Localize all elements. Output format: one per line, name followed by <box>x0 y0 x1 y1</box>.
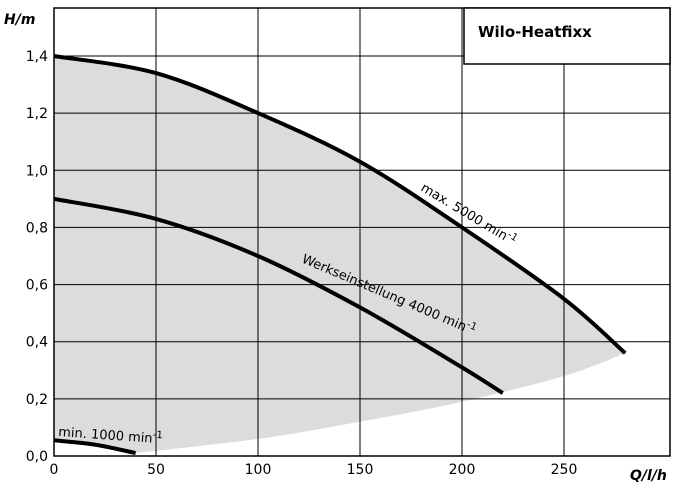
y-tick-label: 0,0 <box>26 449 48 465</box>
max-speed-curve <box>53 54 627 355</box>
y-tick-label: 0,2 <box>26 392 48 408</box>
x-tick-label: 100 <box>245 462 272 478</box>
x-tick-label: 50 <box>147 462 165 478</box>
x-tick-label: 150 <box>347 462 374 478</box>
factory-setting-curve <box>53 196 504 395</box>
y-tick-label: 1,2 <box>26 106 48 122</box>
y-axis-label: H/m <box>4 12 35 28</box>
min-speed-curve <box>53 438 137 456</box>
y-tick-label: 0,8 <box>26 220 48 236</box>
plot-frame <box>53 7 671 457</box>
curves <box>53 54 627 456</box>
operating-area <box>54 56 626 454</box>
title-box <box>463 7 671 65</box>
y-tick-label: 1,0 <box>26 163 48 179</box>
y-tick-label: 0,6 <box>26 278 48 294</box>
tick-labels: 0,0 0,2 0,4 0,6 0,8 1,0 1,2 1,4 0 50 100 150 200 250 <box>26 49 578 478</box>
x-axis-label: Q/l/h <box>630 468 667 484</box>
x-tick-label: 0 <box>50 462 59 478</box>
x-tick-label: 250 <box>551 462 578 478</box>
y-tick-label: 0,4 <box>26 335 48 351</box>
x-tick-label: 200 <box>449 462 476 478</box>
min-speed-label: min. 1000 min-1 <box>58 423 163 447</box>
chart-title: Wilo-Heatfixx <box>478 23 592 41</box>
y-tick-label: 1,4 <box>26 49 48 65</box>
